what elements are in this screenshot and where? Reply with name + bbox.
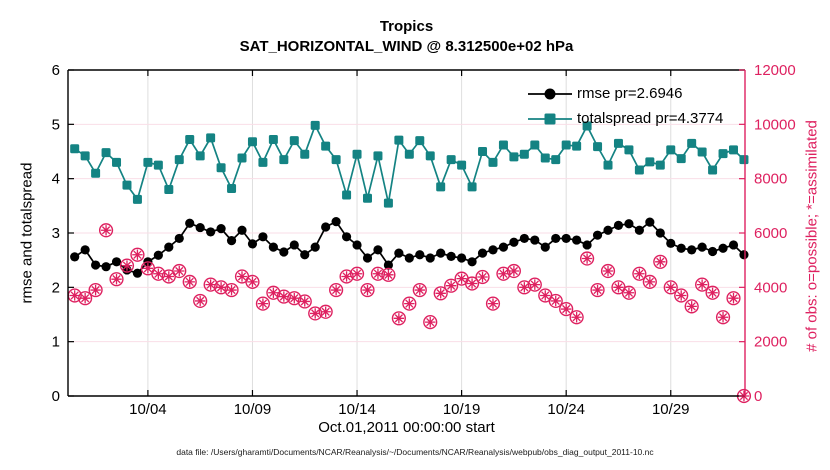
y-right-tick-label: 0 [754, 388, 762, 405]
y-right-tick-label: 2000 [754, 334, 787, 351]
legend-item-rmse: rmse pr=2.6946 [527, 81, 723, 106]
y-right-tick-label: 6000 [754, 225, 787, 242]
y-right-tick-label: 4000 [754, 279, 787, 296]
y-left-tick-label: 3 [52, 225, 60, 242]
x-tick-label: 10/24 [547, 401, 585, 418]
rmse-legend-marker-icon [528, 88, 572, 99]
chart-title: Tropics [379, 18, 434, 35]
y-right-tick-label: 8000 [754, 171, 787, 188]
data-file-path: data file: /Users/gharamti/Documents/NCA… [176, 447, 654, 457]
y-left-tick-label: 0 [52, 388, 60, 405]
tick-labels: 10/04 10/09 10/14 10/19 10/24 10/29 0 1 2 3 4 5 6 0 20… [52, 62, 796, 418]
y-left-tick-label: 6 [52, 62, 60, 79]
y-right-tick-label: 10000 [754, 116, 796, 133]
legend-label-rmse: rmse pr=2.6946 [577, 85, 683, 102]
legend-item-totalspread: totalspread pr=4.3774 [527, 106, 723, 131]
y-left-tick-label: 5 [52, 116, 60, 133]
totalspread-series [70, 120, 749, 208]
rmse-series [70, 216, 749, 278]
totalspread-legend-marker-icon [528, 113, 572, 124]
y-right-tick-label: 12000 [754, 62, 796, 79]
x-tick-label: 10/14 [338, 401, 376, 418]
y-axis-right-label: # of obs: o=possible; *=assimilated [803, 120, 821, 352]
x-tick-label: 10/04 [129, 401, 167, 418]
y-left-tick-label: 4 [52, 171, 60, 188]
x-axis-label: Oct.01,2011 00:00:00 start [318, 419, 495, 436]
y-left-tick-label: 2 [52, 279, 60, 296]
y-left-tick-label: 1 [52, 334, 60, 351]
y-axis-left-label: rmse and totalspread [18, 162, 36, 304]
legend-label-totalspread: totalspread pr=4.3774 [577, 110, 724, 127]
x-tick-label: 10/29 [652, 401, 690, 418]
legend: rmse pr=2.6946 totalspread pr=4.3774 [527, 81, 723, 131]
gridlines [68, 70, 745, 396]
x-tick-label: 10/19 [443, 401, 481, 418]
chart-subtitle: SAT_HORIZONTAL_WIND @ 8.312500e+02 hPa [239, 38, 574, 55]
x-tick-label: 10/09 [234, 401, 272, 418]
obs-count-series [67, 223, 752, 404]
tick-marks [68, 69, 745, 397]
